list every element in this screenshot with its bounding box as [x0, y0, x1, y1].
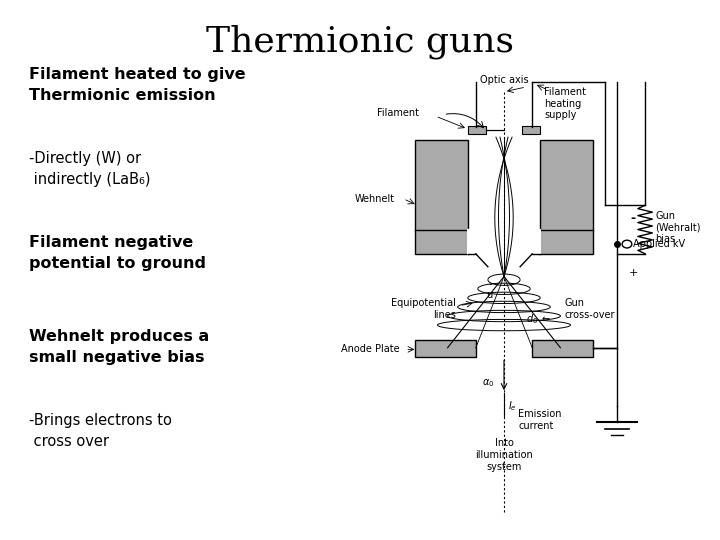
Text: Filament
heating
supply: Filament heating supply [544, 87, 586, 120]
Bar [540, 140, 593, 231]
Text: -Directly (W) or
 indirectly (LaB₆): -Directly (W) or indirectly (LaB₆) [29, 151, 150, 187]
Text: Applied kV: Applied kV [633, 239, 685, 249]
Text: Thermionic guns: Thermionic guns [206, 24, 514, 59]
Text: Wehnelt produces a
small negative bias: Wehnelt produces a small negative bias [29, 329, 209, 366]
Text: -: - [631, 212, 636, 225]
Text: Wehnelt: Wehnelt [355, 194, 395, 204]
Text: $d_0$ $\leftarrow$: $d_0$ $\leftarrow$ [526, 312, 552, 326]
Bar [415, 140, 468, 231]
Text: -Brings electrons to
 cross over: -Brings electrons to cross over [29, 413, 171, 449]
Bar [415, 230, 476, 254]
Text: Optic axis: Optic axis [480, 75, 528, 85]
Text: -
u: - u [486, 279, 492, 300]
Polygon shape [468, 230, 540, 267]
Text: +: + [629, 268, 638, 278]
Text: Gun
cross-over: Gun cross-over [564, 298, 615, 320]
Bar [468, 126, 486, 134]
Bar [415, 340, 476, 357]
Text: Into
illumination
system: Into illumination system [475, 438, 533, 471]
Text: Filament negative
potential to ground: Filament negative potential to ground [29, 235, 206, 271]
Bar [532, 340, 593, 357]
Bar [522, 126, 540, 134]
Circle shape [622, 240, 632, 248]
Text: Gun
(Wehralt)
bias: Gun (Wehralt) bias [655, 211, 701, 245]
Text: Filament: Filament [377, 108, 419, 118]
Bar [532, 230, 593, 254]
Text: $I_e$: $I_e$ [508, 400, 517, 414]
Text: Filament heated to give
Thermionic emission: Filament heated to give Thermionic emiss… [29, 68, 246, 104]
Text: $\alpha_0$: $\alpha_0$ [482, 377, 494, 389]
Text: Emission
current: Emission current [518, 409, 562, 431]
Text: Equipotential
lines: Equipotential lines [391, 298, 456, 320]
Text: Anode Plate: Anode Plate [341, 345, 399, 354]
